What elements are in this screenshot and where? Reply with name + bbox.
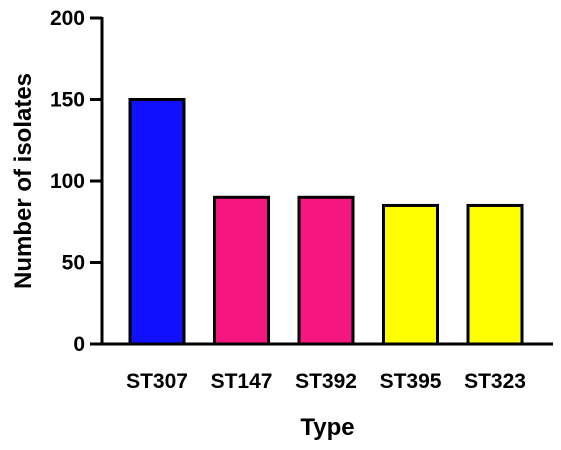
- bar-st323: [466, 203, 524, 346]
- y-ticks: 0 50 100 150 200: [50, 7, 102, 356]
- x-tick-label: ST392: [295, 370, 357, 393]
- x-ticks: ST307 ST147 ST392 ST395 ST323: [126, 370, 526, 393]
- bar-st147: [213, 195, 270, 346]
- y-tick-label: 50: [62, 252, 85, 275]
- y-tick-label: 100: [50, 170, 85, 193]
- x-axis-title: Type: [300, 414, 354, 441]
- bar-st395: [382, 203, 439, 346]
- y-tick-label: 200: [50, 7, 85, 30]
- y-tick-label: 0: [73, 333, 85, 356]
- bar-st392: [297, 195, 355, 346]
- y-tick-label: 150: [50, 89, 85, 112]
- bars-layer: [128, 98, 524, 346]
- x-tick-label: ST323: [464, 370, 526, 393]
- bar-st307: [128, 98, 186, 346]
- y-axis-title: Number of isolates: [10, 73, 37, 289]
- x-tick-label: ST395: [380, 370, 442, 393]
- x-tick-label: ST147: [211, 370, 273, 393]
- x-tick-label: ST307: [126, 370, 188, 393]
